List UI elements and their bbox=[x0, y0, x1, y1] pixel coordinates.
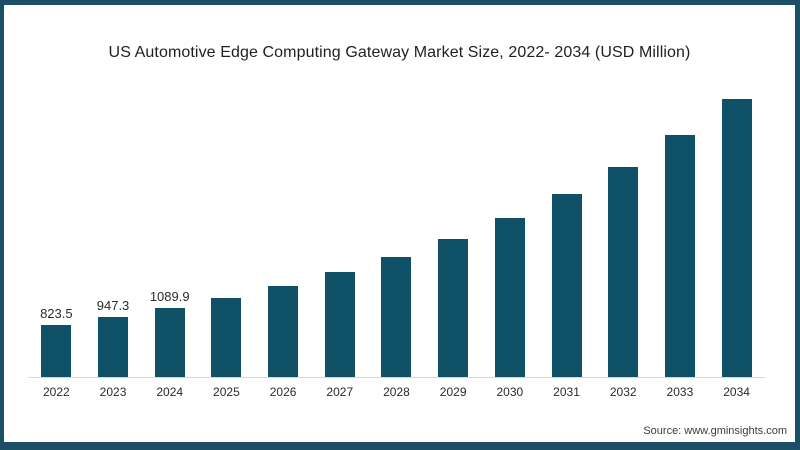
chart-title: US Automotive Edge Computing Gateway Mar… bbox=[108, 44, 691, 61]
bar-2024 bbox=[154, 308, 185, 377]
bar-column: 1089.9 2024 bbox=[141, 75, 198, 399]
bar-2026 bbox=[268, 286, 299, 377]
source-credit: Source: www.gminsights.com bbox=[643, 425, 787, 437]
bar-2034 bbox=[721, 98, 752, 377]
bar-value-label: 947.3 bbox=[96, 298, 130, 314]
bar-2031 bbox=[551, 194, 582, 377]
bar-column: 2031 bbox=[538, 75, 595, 399]
x-axis-label-2030: 2030 bbox=[496, 385, 524, 399]
x-axis-label-2028: 2028 bbox=[383, 385, 410, 399]
bar-2022 bbox=[41, 325, 72, 377]
x-axis-label-2025: 2025 bbox=[213, 385, 240, 399]
bar-2033 bbox=[664, 135, 695, 377]
bar-column: 2028 bbox=[368, 75, 425, 399]
bar-column: 2026 bbox=[255, 75, 312, 399]
bar-2027 bbox=[324, 272, 355, 377]
x-axis-label-2032: 2032 bbox=[609, 385, 637, 399]
bar-value-label: 823.5 bbox=[40, 306, 73, 321]
bar-column: 823.5 2022 bbox=[28, 75, 85, 399]
x-axis-label-2029: 2029 bbox=[439, 385, 467, 399]
x-axis-label-2034: 2034 bbox=[723, 385, 750, 399]
bar-2028 bbox=[381, 256, 412, 377]
x-axis-label-2022: 2022 bbox=[42, 385, 70, 399]
bar-column: 2030 bbox=[482, 75, 539, 399]
bar-column: 2025 bbox=[198, 75, 255, 399]
x-axis-label-2033: 2033 bbox=[666, 385, 694, 399]
bar-column: 2027 bbox=[311, 75, 368, 399]
bar-2023 bbox=[98, 317, 129, 377]
x-axis-label-2031: 2031 bbox=[553, 385, 580, 399]
bar-value-label: 1089.9 bbox=[149, 289, 190, 305]
bar-column: 2032 bbox=[595, 75, 652, 399]
bar-2029 bbox=[438, 238, 469, 377]
bar-column: 2034 bbox=[708, 75, 765, 399]
bar-column: 2029 bbox=[425, 75, 482, 399]
bar-2032 bbox=[608, 166, 639, 377]
bar-column: 947.3 2023 bbox=[85, 75, 142, 399]
x-axis-label-2023: 2023 bbox=[99, 385, 127, 399]
x-axis-label-2024: 2024 bbox=[156, 385, 184, 399]
plot-area: 823.5 2022 947.3 2023 1089.9 2024 2025 2… bbox=[28, 75, 765, 399]
bar-2030 bbox=[494, 217, 525, 377]
bar-2025 bbox=[211, 297, 242, 377]
x-axis-label-2027: 2027 bbox=[326, 385, 354, 399]
x-axis-label-2026: 2026 bbox=[269, 385, 297, 399]
bar-column: 2033 bbox=[652, 75, 709, 399]
